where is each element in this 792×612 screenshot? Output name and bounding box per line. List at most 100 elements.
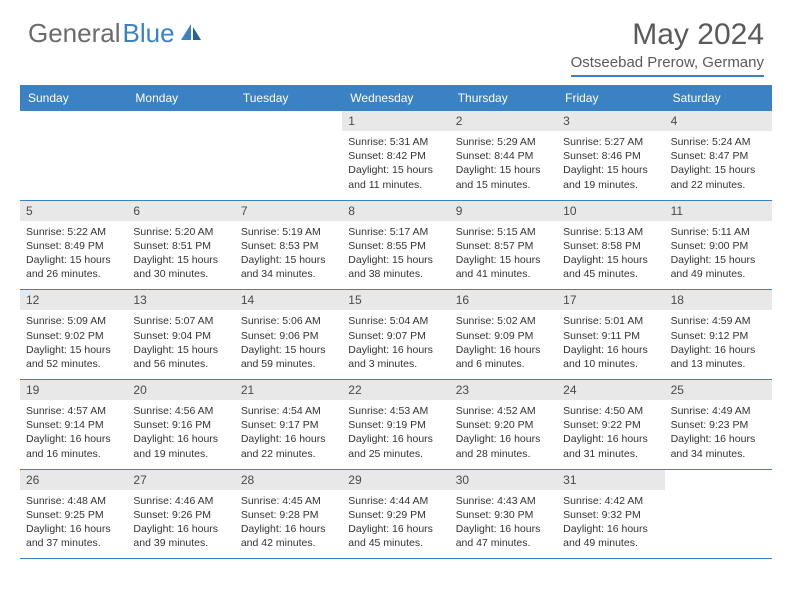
day-header-cell: Sunday: [20, 85, 127, 111]
sunrise: Sunrise: 5:27 AM: [563, 135, 658, 149]
day-number: 2: [450, 111, 557, 131]
sunrise: Sunrise: 4:46 AM: [133, 494, 228, 508]
day-info: Sunrise: 5:29 AMSunset: 8:44 PMDaylight:…: [456, 135, 551, 192]
sunrise: Sunrise: 5:19 AM: [241, 225, 336, 239]
day-number: 24: [557, 380, 664, 400]
daylight: Daylight: 15 hours and 22 minutes.: [671, 163, 766, 191]
sunset: Sunset: 9:11 PM: [563, 329, 658, 343]
sunrise: Sunrise: 4:53 AM: [348, 404, 443, 418]
sunrise: Sunrise: 5:11 AM: [671, 225, 766, 239]
sunrise: Sunrise: 4:45 AM: [241, 494, 336, 508]
day-info: Sunrise: 5:01 AMSunset: 9:11 PMDaylight:…: [563, 314, 658, 371]
calendar: SundayMondayTuesdayWednesdayThursdayFrid…: [0, 85, 792, 559]
day-number: 11: [665, 201, 772, 221]
day-number: 26: [20, 470, 127, 490]
sunset: Sunset: 9:29 PM: [348, 508, 443, 522]
day-info: Sunrise: 4:53 AMSunset: 9:19 PMDaylight:…: [348, 404, 443, 461]
daylight: Daylight: 15 hours and 26 minutes.: [26, 253, 121, 281]
sunrise: Sunrise: 4:57 AM: [26, 404, 121, 418]
day-cell: 22 Sunrise: 4:53 AMSunset: 9:19 PMDayligh…: [342, 380, 449, 469]
logo: GeneralBlue: [28, 18, 203, 49]
sunset: Sunset: 9:16 PM: [133, 418, 228, 432]
daylight: Daylight: 15 hours and 34 minutes.: [241, 253, 336, 281]
day-info: Sunrise: 5:09 AMSunset: 9:02 PMDaylight:…: [26, 314, 121, 371]
sunrise: Sunrise: 5:29 AM: [456, 135, 551, 149]
header: GeneralBlue May 2024 Ostseebad Prerow, G…: [0, 0, 792, 85]
day-number: 28: [235, 470, 342, 490]
sunset: Sunset: 9:06 PM: [241, 329, 336, 343]
day-info: Sunrise: 4:46 AMSunset: 9:26 PMDaylight:…: [133, 494, 228, 551]
sunset: Sunset: 9:26 PM: [133, 508, 228, 522]
day-cell: 1Sunrise: 5:31 AMSunset: 8:42 PMDaylight…: [342, 111, 449, 200]
sunrise: Sunrise: 5:09 AM: [26, 314, 121, 328]
day-info: Sunrise: 4:49 AMSunset: 9:23 PMDaylight:…: [671, 404, 766, 461]
sunset: Sunset: 8:53 PM: [241, 239, 336, 253]
week-row: 12Sunrise: 5:09 AMSunset: 9:02 PMDayligh…: [20, 290, 772, 380]
sail-icon: [179, 22, 203, 42]
day-number: 23: [450, 380, 557, 400]
day-cell: 5 Sunrise: 5:22 AMSunset: 8:49 PMDaylight…: [20, 201, 127, 290]
sunrise: Sunrise: 4:54 AM: [241, 404, 336, 418]
daylight: Daylight: 16 hours and 16 minutes.: [26, 432, 121, 460]
daylight: Daylight: 15 hours and 52 minutes.: [26, 343, 121, 371]
sunset: Sunset: 9:30 PM: [456, 508, 551, 522]
day-number: 5: [20, 201, 127, 221]
day-cell: 29Sunrise: 4:44 AMSunset: 9:29 PMDayligh…: [342, 470, 449, 559]
daylight: Daylight: 16 hours and 10 minutes.: [563, 343, 658, 371]
day-info: Sunrise: 4:50 AMSunset: 9:22 PMDaylight:…: [563, 404, 658, 461]
day-info: Sunrise: 5:22 AMSunset: 8:49 PMDaylight:…: [26, 225, 121, 282]
daylight: Daylight: 16 hours and 28 minutes.: [456, 432, 551, 460]
sunrise: Sunrise: 4:56 AM: [133, 404, 228, 418]
daylight: Daylight: 15 hours and 49 minutes.: [671, 253, 766, 281]
week-row: 26 Sunrise: 4:48 AMSunset: 9:25 PMDayligh…: [20, 470, 772, 560]
sunrise: Sunrise: 5:17 AM: [348, 225, 443, 239]
daylight: Daylight: 15 hours and 30 minutes.: [133, 253, 228, 281]
day-cell: 27Sunrise: 4:46 AMSunset: 9:26 PMDayligh…: [127, 470, 234, 559]
daylight: Daylight: 16 hours and 3 minutes.: [348, 343, 443, 371]
day-header-cell: Thursday: [450, 85, 557, 111]
sunset: Sunset: 9:09 PM: [456, 329, 551, 343]
day-cell: 31Sunrise: 4:42 AMSunset: 9:32 PMDayligh…: [557, 470, 664, 559]
week-row: 19Sunrise: 4:57 AMSunset: 9:14 PMDayligh…: [20, 380, 772, 470]
day-cell: 6 Sunrise: 5:20 AMSunset: 8:51 PMDaylight…: [127, 201, 234, 290]
sunset: Sunset: 8:51 PM: [133, 239, 228, 253]
day-number: 30: [450, 470, 557, 490]
day-number: 6: [127, 201, 234, 221]
sunset: Sunset: 9:17 PM: [241, 418, 336, 432]
logo-text-2: Blue: [123, 18, 175, 49]
sunrise: Sunrise: 5:04 AM: [348, 314, 443, 328]
sunset: Sunset: 9:07 PM: [348, 329, 443, 343]
sunset: Sunset: 9:19 PM: [348, 418, 443, 432]
sunset: Sunset: 9:12 PM: [671, 329, 766, 343]
daylight: Daylight: 16 hours and 19 minutes.: [133, 432, 228, 460]
sunset: Sunset: 8:47 PM: [671, 149, 766, 163]
daylight: Daylight: 15 hours and 15 minutes.: [456, 163, 551, 191]
day-cell: 2 Sunrise: 5:29 AMSunset: 8:44 PMDaylight…: [450, 111, 557, 200]
sunrise: Sunrise: 5:07 AM: [133, 314, 228, 328]
day-info: Sunrise: 5:06 AMSunset: 9:06 PMDaylight:…: [241, 314, 336, 371]
title-block: May 2024 Ostseebad Prerow, Germany: [571, 18, 764, 77]
week-row: 5 Sunrise: 5:22 AMSunset: 8:49 PMDaylight…: [20, 201, 772, 291]
day-cell: 28Sunrise: 4:45 AMSunset: 9:28 PMDayligh…: [235, 470, 342, 559]
sunrise: Sunrise: 4:52 AM: [456, 404, 551, 418]
sunset: Sunset: 8:57 PM: [456, 239, 551, 253]
day-info: Sunrise: 4:59 AMSunset: 9:12 PMDaylight:…: [671, 314, 766, 371]
day-cell: 23Sunrise: 4:52 AMSunset: 9:20 PMDayligh…: [450, 380, 557, 469]
sunset: Sunset: 8:44 PM: [456, 149, 551, 163]
day-cell: 16Sunrise: 5:02 AMSunset: 9:09 PMDayligh…: [450, 290, 557, 379]
sunrise: Sunrise: 5:02 AM: [456, 314, 551, 328]
day-number: 9: [450, 201, 557, 221]
day-number: 13: [127, 290, 234, 310]
sunset: Sunset: 9:25 PM: [26, 508, 121, 522]
day-info: Sunrise: 5:20 AMSunset: 8:51 PMDaylight:…: [133, 225, 228, 282]
day-cell: 15Sunrise: 5:04 AMSunset: 9:07 PMDayligh…: [342, 290, 449, 379]
daylight: Daylight: 16 hours and 25 minutes.: [348, 432, 443, 460]
day-cell: 24 Sunrise: 4:50 AMSunset: 9:22 PMDayligh…: [557, 380, 664, 469]
sunset: Sunset: 8:58 PM: [563, 239, 658, 253]
day-info: Sunrise: 5:31 AMSunset: 8:42 PMDaylight:…: [348, 135, 443, 192]
day-cell: [20, 111, 127, 200]
day-info: Sunrise: 4:48 AMSunset: 9:25 PMDaylight:…: [26, 494, 121, 551]
day-number: 22: [342, 380, 449, 400]
day-cell: 7Sunrise: 5:19 AMSunset: 8:53 PMDaylight…: [235, 201, 342, 290]
day-info: Sunrise: 4:43 AMSunset: 9:30 PMDaylight:…: [456, 494, 551, 551]
